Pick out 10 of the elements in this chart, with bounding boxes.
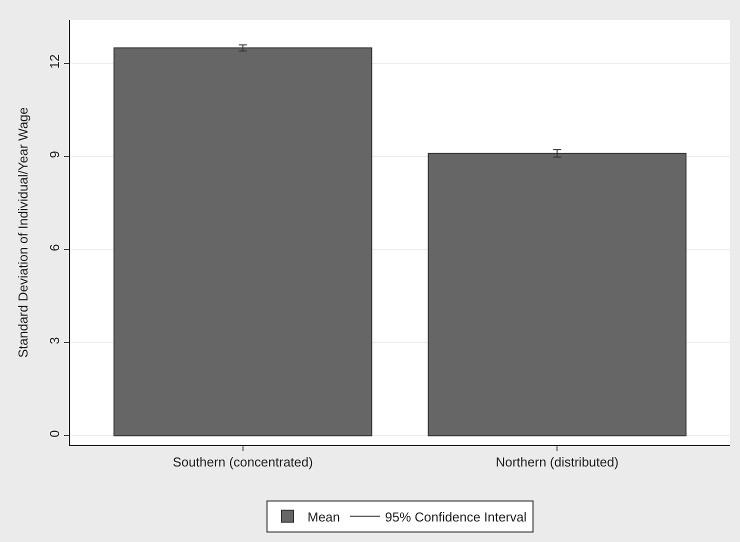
y-tick-label: 12 (46, 54, 62, 69)
y-tick-label: 9 (46, 150, 62, 158)
legend-label: Mean (308, 509, 340, 524)
x-tick-label: Southern (concentrated) (172, 454, 313, 470)
y-tick-label: 0 (46, 430, 62, 438)
legend-label: 95% Confidence Interval (385, 509, 527, 524)
y-tick-label: 6 (46, 244, 62, 252)
y-tick-label: 3 (46, 337, 62, 344)
x-tick-label: Northern (distributed) (496, 454, 619, 470)
y-axis-title: Standard Deviation of Individual/Year Wage (16, 107, 31, 358)
